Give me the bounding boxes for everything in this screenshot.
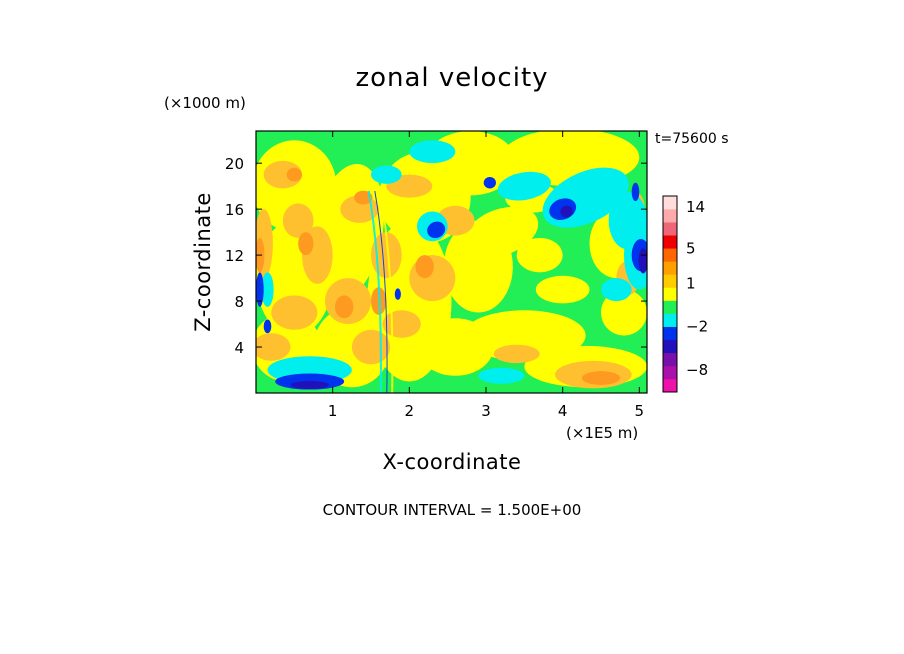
plot-frame <box>255 130 648 394</box>
field-contour-orange <box>351 329 391 365</box>
colorbar: 14 5 1 −2 −8 <box>662 195 708 393</box>
colorbar-band <box>663 248 677 262</box>
field-contour-dark_orange <box>415 255 434 279</box>
x-tick-label-1: 1 <box>328 402 338 420</box>
colorbar-band <box>663 352 677 367</box>
field-contour-cyan <box>371 165 402 184</box>
field-contour-cyan <box>409 140 456 164</box>
field-streak-cyan <box>367 190 382 393</box>
field-contour-blue <box>631 182 640 202</box>
field-contour-blue <box>394 288 401 300</box>
field-contour-cyan <box>601 278 632 302</box>
field-contour-cyan <box>497 171 551 201</box>
y-axis: 4 8 12 16 20 <box>225 155 647 357</box>
field-contour-dark_orange <box>286 167 303 182</box>
contour-interval-note: CONTOUR INTERVAL = 1.500E+00 <box>323 501 582 519</box>
colorbar-band <box>663 287 677 301</box>
field-contour-navy <box>290 380 329 389</box>
y-tick-label-12: 12 <box>225 247 244 265</box>
colorbar-frame <box>662 195 678 393</box>
colorbar-band <box>663 235 677 249</box>
y-tick-label-4: 4 <box>234 339 244 357</box>
field-contour-yellow <box>462 310 586 361</box>
field-contour-orange <box>382 310 421 338</box>
field-contour-blue <box>256 272 264 307</box>
colorbar-band <box>663 365 677 380</box>
field-contour-cyan <box>261 272 274 307</box>
colorbar-band <box>663 261 677 275</box>
field-contour-orange <box>282 203 314 238</box>
chart-title: zonal velocity <box>355 63 548 93</box>
field-contour-blue <box>427 221 446 239</box>
field-contour-orange <box>256 333 291 361</box>
field-contour-orange <box>263 160 303 189</box>
field-contour-orange <box>271 295 318 330</box>
field-contour-blue <box>483 176 496 189</box>
colorbar-band <box>663 300 677 314</box>
x-tick-label-4: 4 <box>558 402 568 420</box>
field-contour-navy <box>638 248 647 274</box>
colorbar-label: 5 <box>686 239 696 257</box>
y-unit-label: (×1000 m) <box>164 94 246 112</box>
field-contour-cyan <box>478 367 525 384</box>
field-contour-dark_orange <box>354 190 373 205</box>
time-label: t=75600 s <box>655 131 729 147</box>
field-streak-yellow <box>379 190 394 393</box>
colorbar-band <box>663 378 677 393</box>
field-contour-yellow <box>601 289 647 336</box>
colorbar-band <box>663 326 677 341</box>
y-tick-label-8: 8 <box>234 293 244 311</box>
field-contour-blue <box>263 319 272 334</box>
plot-area <box>256 131 647 393</box>
field-contour-navy <box>560 205 573 218</box>
field-contour-dark_orange <box>581 371 621 385</box>
colorbar-band <box>663 196 677 210</box>
field-contour-dark_orange <box>298 232 314 256</box>
colorbar-band <box>663 222 677 236</box>
field-contour-orange <box>493 344 540 364</box>
y-axis-title: Z-coordinate <box>191 192 215 332</box>
colorbar-label: 14 <box>686 198 705 216</box>
x-tick-label-5: 5 <box>635 402 645 420</box>
field-streak-blue <box>374 190 388 393</box>
field-contour-yellow <box>516 237 563 273</box>
x-axis-title: X-coordinate <box>383 450 522 474</box>
colorbar-label: −8 <box>686 361 708 379</box>
colorbar-label: −2 <box>686 318 708 336</box>
x-unit-label: (×1E5 m) <box>566 424 638 442</box>
velocity-field <box>256 131 647 393</box>
field-contour-dark_orange <box>334 295 354 319</box>
colorbar-band <box>663 339 677 354</box>
colorbar-band <box>663 209 677 223</box>
x-tick-label-3: 3 <box>481 402 491 420</box>
y-tick-label-20: 20 <box>225 155 244 173</box>
colorbar-band <box>663 313 677 327</box>
field-contour-yellow <box>535 275 590 304</box>
field-contour-yellow <box>464 206 539 258</box>
x-axis: 1 2 3 4 5 <box>328 131 644 420</box>
y-tick-label-16: 16 <box>225 201 244 219</box>
colorbar-band <box>663 274 677 288</box>
x-tick-label-2: 2 <box>405 402 415 420</box>
colorbar-label: 1 <box>686 275 696 293</box>
